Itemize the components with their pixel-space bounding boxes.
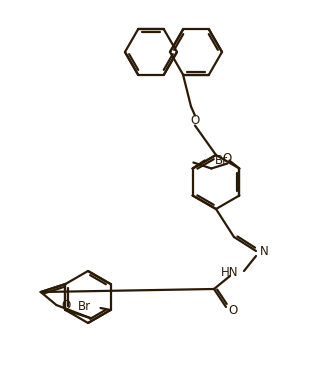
Text: O: O xyxy=(223,152,232,165)
Text: Br: Br xyxy=(77,299,90,312)
Text: HN: HN xyxy=(221,267,238,279)
Text: O: O xyxy=(228,305,237,318)
Text: Br: Br xyxy=(215,154,228,167)
Text: O: O xyxy=(190,114,200,127)
Text: N: N xyxy=(260,245,269,258)
Text: O: O xyxy=(61,299,71,312)
